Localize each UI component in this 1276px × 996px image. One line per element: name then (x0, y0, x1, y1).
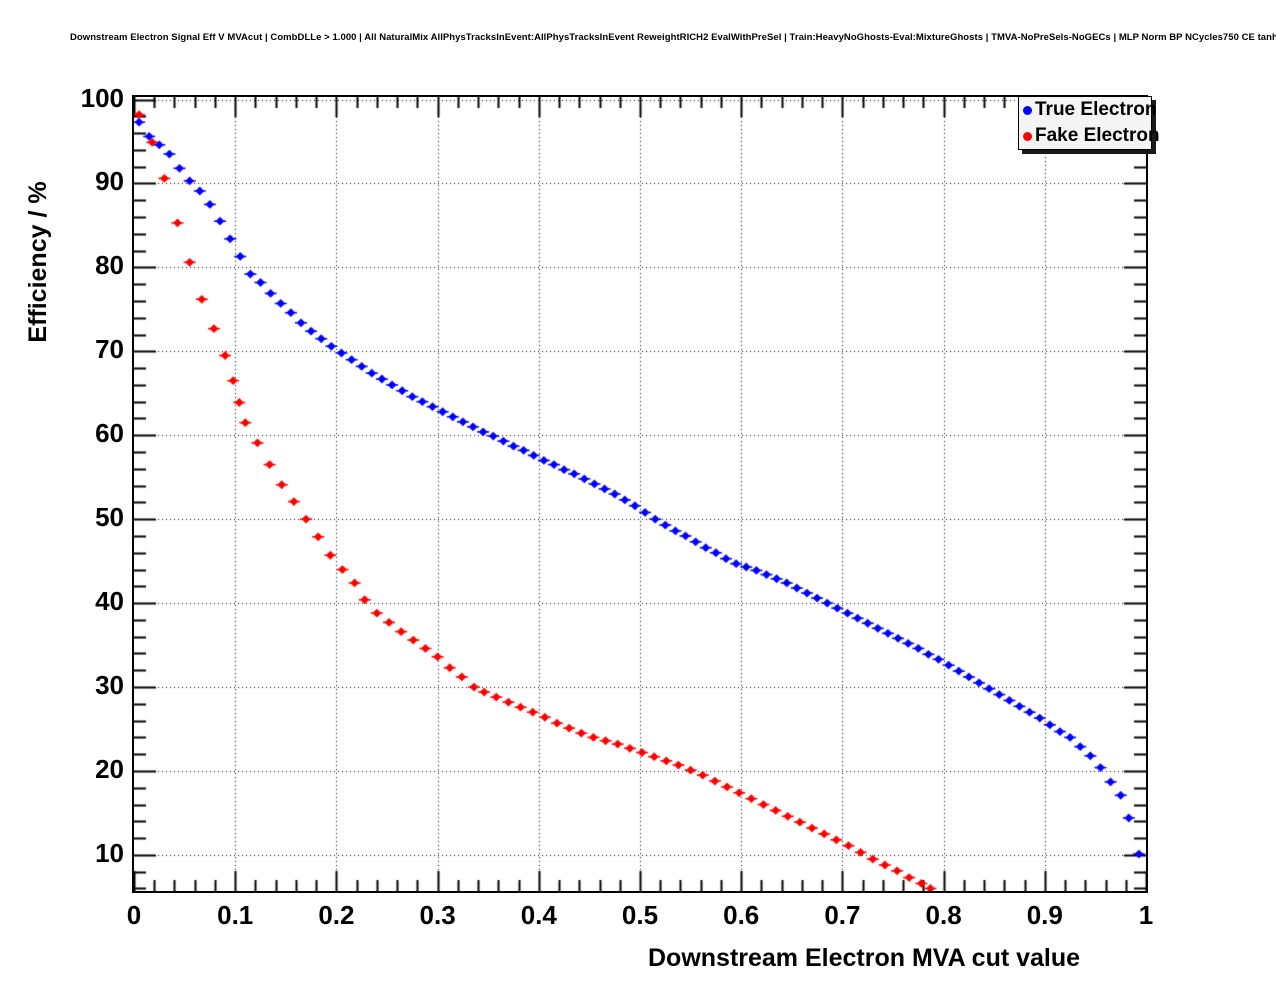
x-tick-label: 0.4 (520, 900, 557, 930)
y-tick-label: 80 (95, 250, 124, 281)
legend-label: True Electron (1035, 99, 1157, 120)
x-tick-label: 0.5 (621, 900, 659, 930)
plot-canvas (134, 97, 1146, 891)
x-tick-label: 0.3 (419, 900, 456, 930)
x-tick-label: 0.8 (925, 900, 962, 930)
y-axis-tick-labels: 10 20 30 40 50 60 70 80 90 100 (46, 0, 124, 996)
x-tick-label: 0.2 (318, 900, 355, 930)
y-tick-label: 30 (95, 670, 124, 701)
x-tick-label: 0.7 (824, 900, 861, 930)
y-tick-label: 90 (95, 166, 124, 197)
x-axis-label: Downstream Electron MVA cut value (648, 944, 1081, 972)
legend-marker-icon (1023, 131, 1032, 141)
y-tick-label: 50 (95, 502, 124, 533)
y-tick-label: 60 (95, 418, 124, 449)
x-axis-tick-labels: 0 0.1 0.2 0.3 0.4 0.5 0.6 0.7 0.8 0.9 1 (0, 900, 1276, 940)
legend[interactable]: True Electron Fake Electron (1018, 96, 1160, 150)
legend-entry-fake-electron[interactable]: Fake Electron (1019, 123, 1160, 149)
legend-marker-icon (1023, 105, 1032, 115)
x-tick-label: 0.1 (217, 900, 254, 930)
y-tick-label: 100 (80, 82, 124, 113)
y-tick-label: 40 (95, 586, 124, 617)
x-tick-label: 0 (126, 900, 142, 930)
y-tick-label: 10 (95, 837, 124, 868)
page-title: Downstream Electron Signal Eff V MVAcut … (70, 32, 1276, 43)
legend-entry-true-electron[interactable]: True Electron (1019, 97, 1156, 123)
plot-frame (132, 95, 1148, 893)
x-tick-label: 0.9 (1026, 900, 1063, 930)
y-tick-label: 70 (95, 334, 124, 365)
y-tick-label: 20 (95, 753, 124, 784)
x-tick-label: 0.6 (723, 900, 760, 930)
legend-label: Fake Electron (1035, 125, 1160, 146)
x-tick-label: 1 (1138, 900, 1154, 930)
